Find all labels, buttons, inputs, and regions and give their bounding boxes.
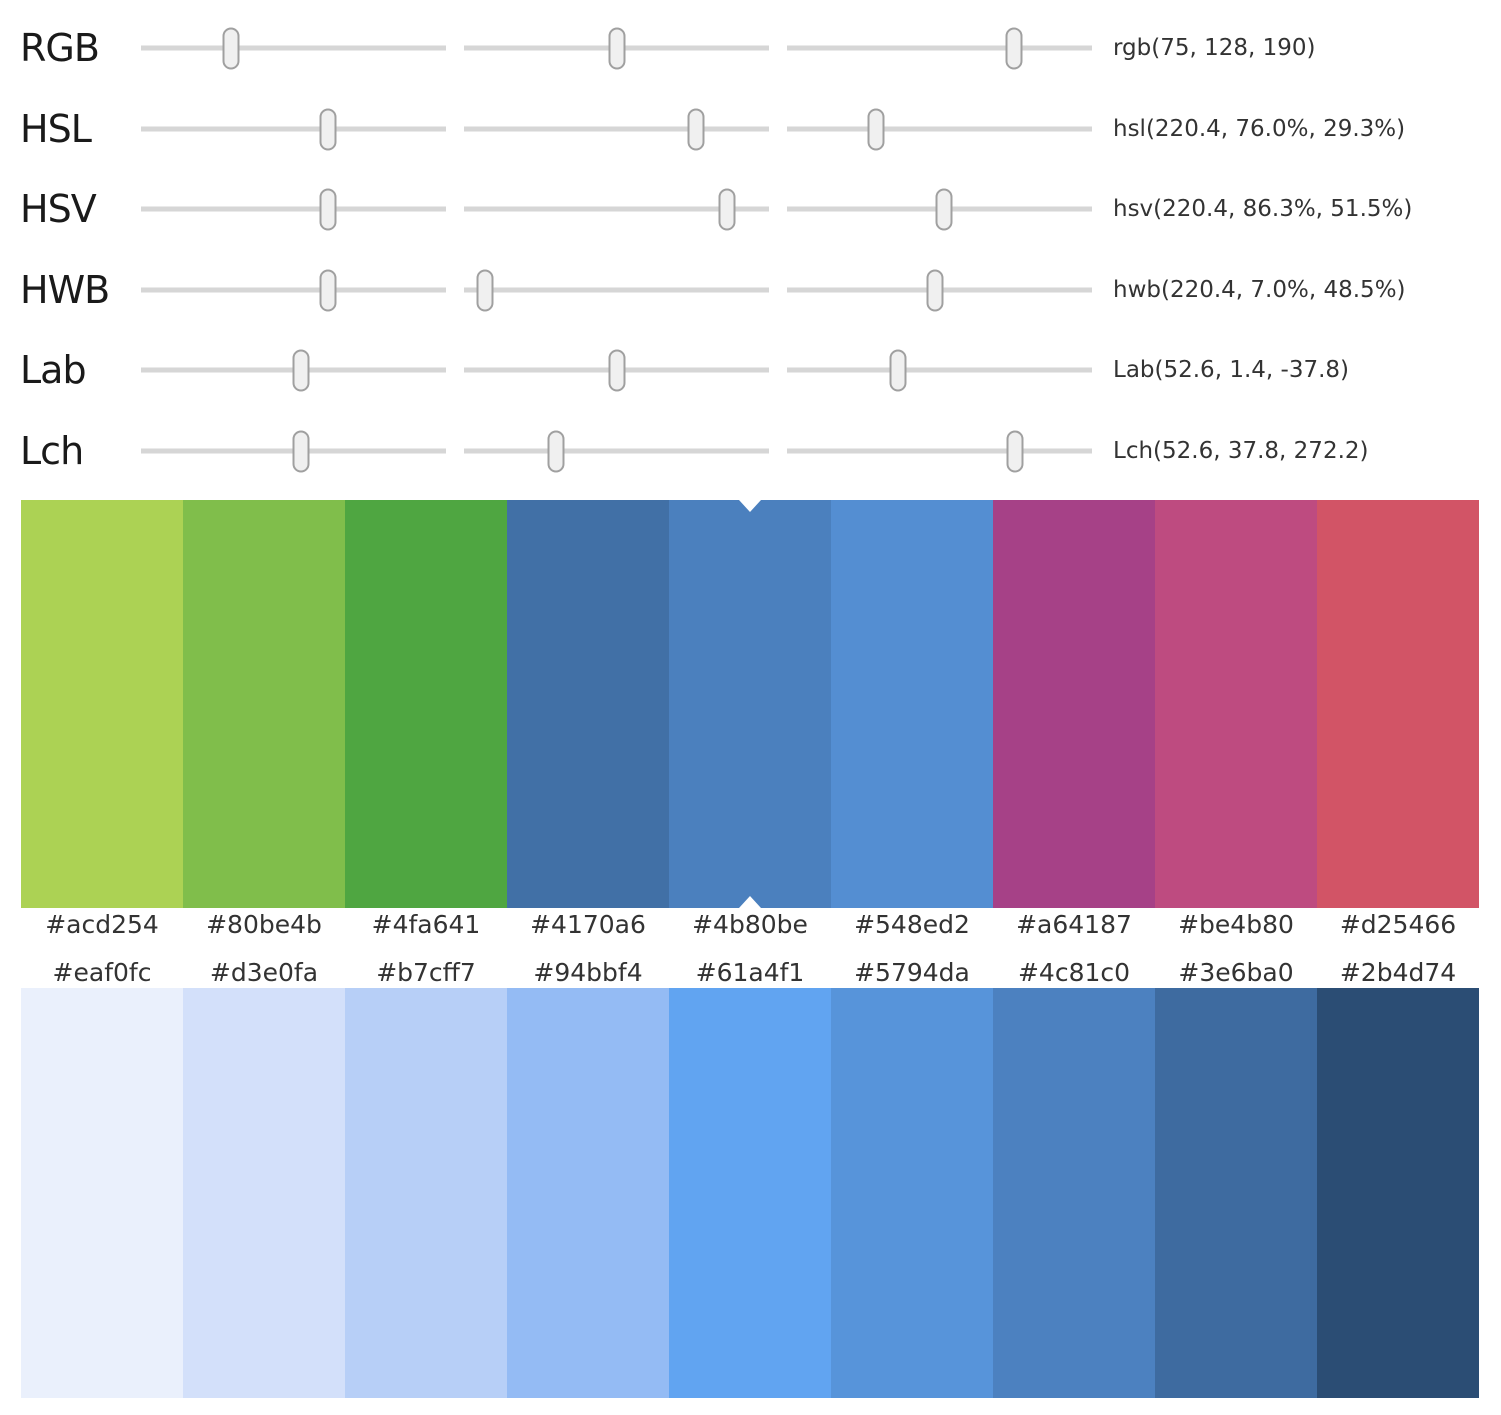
rgb-blue-slider-handle[interactable]: [1005, 27, 1023, 69]
lab-a-slider-track[interactable]: [464, 349, 769, 391]
hex-label-bottom-7: #3e6ba0: [1178, 958, 1294, 987]
hex-label-top-3: #4170a6: [530, 910, 646, 939]
hsl-saturation-slider-handle[interactable]: [687, 108, 705, 150]
palette-top-swatch-1[interactable]: [183, 500, 345, 908]
slider-row-label-rgb: RGB: [20, 26, 100, 70]
hwb-hue-slider-handle[interactable]: [319, 269, 337, 311]
hsv-hue-slider-handle[interactable]: [319, 188, 337, 230]
palette-top-swatch-3[interactable]: [507, 500, 669, 908]
palette-top-swatch-4-selected[interactable]: [669, 500, 831, 908]
hsl-saturation-slider-track[interactable]: [464, 108, 769, 150]
hex-label-bottom-3: #94bbf4: [533, 958, 643, 987]
hwb-blackness-slider-handle[interactable]: [926, 269, 944, 311]
hex-label-bottom-1: #d3e0fa: [209, 958, 319, 987]
lch-c-slider-handle[interactable]: [547, 430, 565, 472]
palette-top-swatch-0[interactable]: [21, 500, 183, 908]
hsl-hue-slider-handle[interactable]: [319, 108, 337, 150]
hex-label-top-8: #d25466: [1339, 910, 1457, 939]
rgb-value-readout: rgb(75, 128, 190): [1113, 35, 1316, 61]
lch-h-slider-handle[interactable]: [1006, 430, 1024, 472]
hsl-lightness-slider-track[interactable]: [787, 108, 1092, 150]
palette-bottom-swatch-8[interactable]: [1317, 988, 1479, 1398]
hex-label-bottom-0: #eaf0fc: [52, 958, 152, 987]
rgb-green-slider-handle[interactable]: [608, 27, 626, 69]
hsl-lightness-slider-handle[interactable]: [867, 108, 885, 150]
hex-label-top-6: #a64187: [1016, 910, 1132, 939]
slider-row-label-hwb: HWB: [20, 268, 110, 312]
hex-label-bottom-6: #4c81c0: [1017, 958, 1131, 987]
lch-value-readout: Lch(52.6, 37.8, 272.2): [1113, 438, 1369, 464]
hex-label-bottom-5: #5794da: [854, 958, 970, 987]
hwb-value-readout: hwb(220.4, 7.0%, 48.5%): [1113, 277, 1406, 303]
palette-bottom-swatch-4[interactable]: [669, 988, 831, 1398]
palette-top-swatch-8[interactable]: [1317, 500, 1479, 908]
selection-notch-top-icon: [739, 500, 761, 512]
hwb-hue-slider-track[interactable]: [141, 269, 446, 311]
lch-h-slider-track[interactable]: [787, 430, 1092, 472]
hex-label-top-2: #4fa641: [371, 910, 481, 939]
hex-label-bottom-2: #b7cff7: [376, 958, 476, 987]
palette-bottom-swatch-6[interactable]: [993, 988, 1155, 1398]
hwb-blackness-slider-track[interactable]: [787, 269, 1092, 311]
hsv-value-readout: hsv(220.4, 86.3%, 51.5%): [1113, 196, 1413, 222]
palette-bottom-swatch-5[interactable]: [831, 988, 993, 1398]
palette-top-hex-labels: #acd254 #80be4b #4fa641 #4170a6 #4b80be …: [21, 908, 1479, 941]
palette-top-swatch-6[interactable]: [993, 500, 1155, 908]
hex-label-top-4: #4b80be: [692, 910, 808, 939]
hwb-whiteness-slider-handle[interactable]: [476, 269, 494, 311]
lch-l-slider-handle[interactable]: [292, 430, 310, 472]
lab-b-slider-handle[interactable]: [889, 349, 907, 391]
hex-label-top-1: #80be4b: [206, 910, 322, 939]
lab-b-slider-track[interactable]: [787, 349, 1092, 391]
hsv-value-slider-handle[interactable]: [935, 188, 953, 230]
palette-top: [21, 500, 1479, 908]
hsl-value-readout: hsl(220.4, 76.0%, 29.3%): [1113, 116, 1406, 142]
lab-l-slider-track[interactable]: [141, 349, 446, 391]
palette-top-swatch-5[interactable]: [831, 500, 993, 908]
hex-label-bottom-4: #61a4f1: [695, 958, 805, 987]
slider-row-label-hsl: HSL: [20, 107, 92, 151]
rgb-red-slider-handle[interactable]: [222, 27, 240, 69]
slider-panel: RGB rgb(75, 128, 190) HSL hsl(220: [0, 0, 1501, 491]
lch-c-slider-track[interactable]: [464, 430, 769, 472]
lab-l-slider-handle[interactable]: [292, 349, 310, 391]
palette-bottom-swatch-3[interactable]: [507, 988, 669, 1398]
palette-bottom-hex-labels: #eaf0fc #d3e0fa #b7cff7 #94bbf4 #61a4f1 …: [21, 956, 1479, 989]
palette-top-swatch-7[interactable]: [1155, 500, 1317, 908]
hwb-whiteness-slider-track[interactable]: [464, 269, 769, 311]
slider-row-label-lab: Lab: [20, 348, 87, 392]
palette-bottom-swatch-2[interactable]: [345, 988, 507, 1398]
hex-label-bottom-8: #2b4d74: [1339, 958, 1457, 987]
hex-label-top-0: #acd254: [45, 910, 159, 939]
lab-value-readout: Lab(52.6, 1.4, -37.8): [1113, 357, 1349, 383]
slider-row-label-hsv: HSV: [20, 187, 97, 231]
palette-bottom-swatch-1[interactable]: [183, 988, 345, 1398]
rgb-green-slider-track[interactable]: [464, 27, 769, 69]
hex-label-top-7: #be4b80: [1178, 910, 1294, 939]
rgb-blue-slider-track[interactable]: [787, 27, 1092, 69]
hsl-hue-slider-track[interactable]: [141, 108, 446, 150]
rgb-red-slider-track[interactable]: [141, 27, 446, 69]
hsv-saturation-slider-handle[interactable]: [718, 188, 736, 230]
hsv-saturation-slider-track[interactable]: [464, 188, 769, 230]
palette-bottom: [21, 988, 1479, 1398]
hex-label-top-5: #548ed2: [854, 910, 970, 939]
hsv-value-slider-track[interactable]: [787, 188, 1092, 230]
palette-top-swatch-2[interactable]: [345, 500, 507, 908]
palette-bottom-swatch-7[interactable]: [1155, 988, 1317, 1398]
selection-notch-bottom-icon: [739, 896, 761, 908]
lab-a-slider-handle[interactable]: [608, 349, 626, 391]
lch-l-slider-track[interactable]: [141, 430, 446, 472]
slider-row-label-lch: Lch: [20, 429, 84, 473]
palette-bottom-swatch-0[interactable]: [21, 988, 183, 1398]
hsv-hue-slider-track[interactable]: [141, 188, 446, 230]
